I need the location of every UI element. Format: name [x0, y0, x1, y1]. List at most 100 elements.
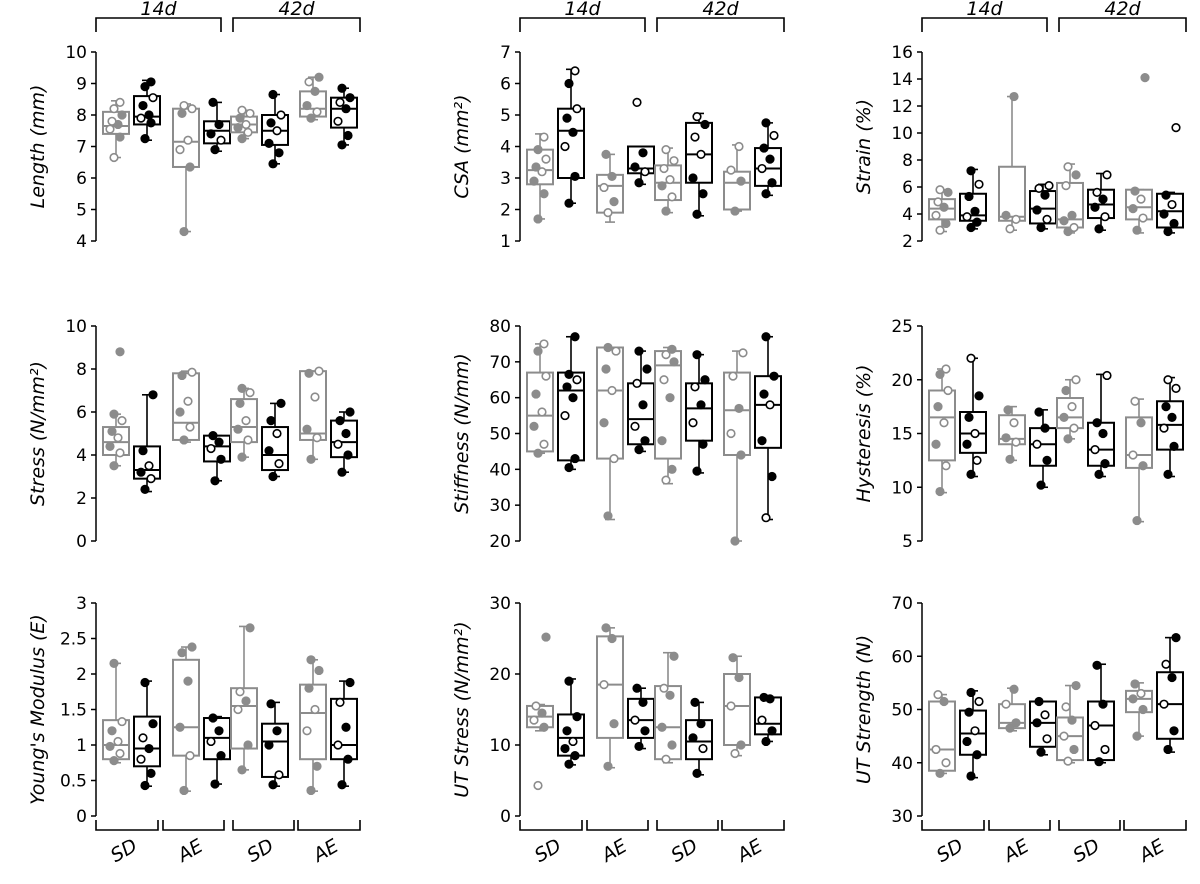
y-axis-title: UT Strength (N)	[853, 635, 875, 784]
box-42d-AE-gray	[723, 653, 751, 759]
data-point	[179, 100, 189, 111]
box-42d-AE-gray	[1125, 679, 1153, 741]
data-point	[726, 428, 736, 439]
data-point	[661, 350, 671, 360]
group-bracket	[1123, 820, 1187, 831]
y-tick-label: 3	[500, 169, 511, 189]
y-tick-label: 20	[489, 532, 511, 552]
data-point	[738, 348, 748, 358]
box-42d-SD-black	[685, 111, 713, 219]
data-point	[1159, 209, 1169, 219]
iqr-box	[928, 389, 956, 462]
box-42d-SD-gray	[230, 623, 258, 775]
data-point	[312, 433, 322, 443]
data-point	[935, 369, 945, 379]
box-42d-AE-gray	[299, 72, 327, 123]
data-point	[266, 699, 276, 709]
y-tick-label: 20	[489, 665, 511, 685]
data-point	[268, 471, 278, 482]
box-14d-AE-gray	[596, 149, 624, 223]
y-tick-label: 10	[65, 317, 87, 337]
time-bracket	[1058, 17, 1187, 32]
data-point	[603, 761, 613, 771]
box-14d-AE-gray	[998, 91, 1026, 234]
y-tick-label: 30	[891, 807, 913, 827]
data-point	[966, 353, 976, 363]
y-tick-label: 4	[76, 446, 87, 466]
data-point	[1169, 218, 1179, 229]
data-point	[341, 104, 351, 114]
data-point	[974, 391, 984, 401]
data-point	[935, 225, 945, 235]
data-point	[268, 159, 278, 169]
box-42d-SD-gray	[1056, 162, 1084, 237]
data-point	[1094, 224, 1104, 234]
data-point	[692, 466, 702, 476]
box-14d-SD-black	[557, 66, 585, 208]
data-point	[1171, 633, 1181, 643]
data-point	[144, 110, 154, 120]
data-point	[533, 448, 543, 458]
data-point	[175, 407, 185, 417]
y-tick-label: 4	[500, 138, 511, 158]
box-42d-AE-gray	[1125, 73, 1153, 235]
y-tick-label: 7	[500, 43, 511, 63]
data-point	[109, 756, 119, 766]
data-point	[562, 726, 572, 736]
data-point	[343, 130, 353, 141]
iqr-box	[261, 426, 289, 472]
data-point	[736, 176, 746, 186]
data-point	[1167, 412, 1177, 422]
data-point	[138, 446, 148, 456]
data-point	[274, 770, 284, 780]
data-point	[107, 726, 117, 736]
data-point	[1102, 170, 1112, 180]
data-point	[630, 421, 640, 431]
data-point	[233, 704, 243, 715]
data-point	[1128, 694, 1138, 704]
box-14d-SD-gray	[526, 132, 554, 224]
data-point	[1130, 186, 1140, 196]
box-14d-AE-black	[203, 713, 231, 789]
data-point	[179, 435, 189, 445]
data-point	[314, 72, 324, 82]
data-point	[765, 154, 775, 164]
data-point	[726, 701, 736, 711]
panel-1: 1 2 3 4 5 6 7 CSA (mm²) 14d 42d	[451, 0, 785, 252]
data-point	[964, 707, 974, 717]
group-label: AE	[308, 835, 342, 868]
data-point	[335, 416, 345, 426]
y-axis-title: Hysteresis (%)	[853, 364, 875, 502]
data-point	[1136, 194, 1146, 204]
data-point	[638, 400, 648, 410]
data-point	[214, 119, 224, 130]
data-point	[769, 371, 779, 381]
y-tick-label: 70	[891, 594, 913, 614]
box-42d-SD-gray	[230, 105, 258, 144]
data-point	[935, 486, 945, 497]
data-point	[539, 339, 549, 349]
data-point	[310, 392, 320, 402]
data-point	[688, 173, 698, 183]
iqr-box	[230, 687, 258, 750]
data-point	[1042, 455, 1052, 465]
data-point	[243, 127, 253, 137]
iqr-box	[330, 419, 358, 459]
data-point	[1092, 660, 1102, 670]
data-point	[1034, 183, 1044, 193]
data-point	[657, 181, 667, 191]
data-point	[529, 715, 539, 725]
data-point	[1140, 73, 1150, 83]
time-label: 42d	[1104, 0, 1141, 20]
data-point	[1171, 383, 1181, 393]
data-point	[245, 108, 255, 119]
data-point	[767, 471, 777, 482]
data-point	[140, 780, 150, 791]
data-point	[1128, 450, 1138, 460]
data-point	[1138, 704, 1148, 715]
box-14d-AE-gray	[998, 405, 1026, 464]
data-point	[1032, 718, 1042, 728]
data-point	[757, 715, 767, 725]
box-14d-AE-gray	[172, 642, 200, 796]
data-point	[962, 736, 972, 747]
